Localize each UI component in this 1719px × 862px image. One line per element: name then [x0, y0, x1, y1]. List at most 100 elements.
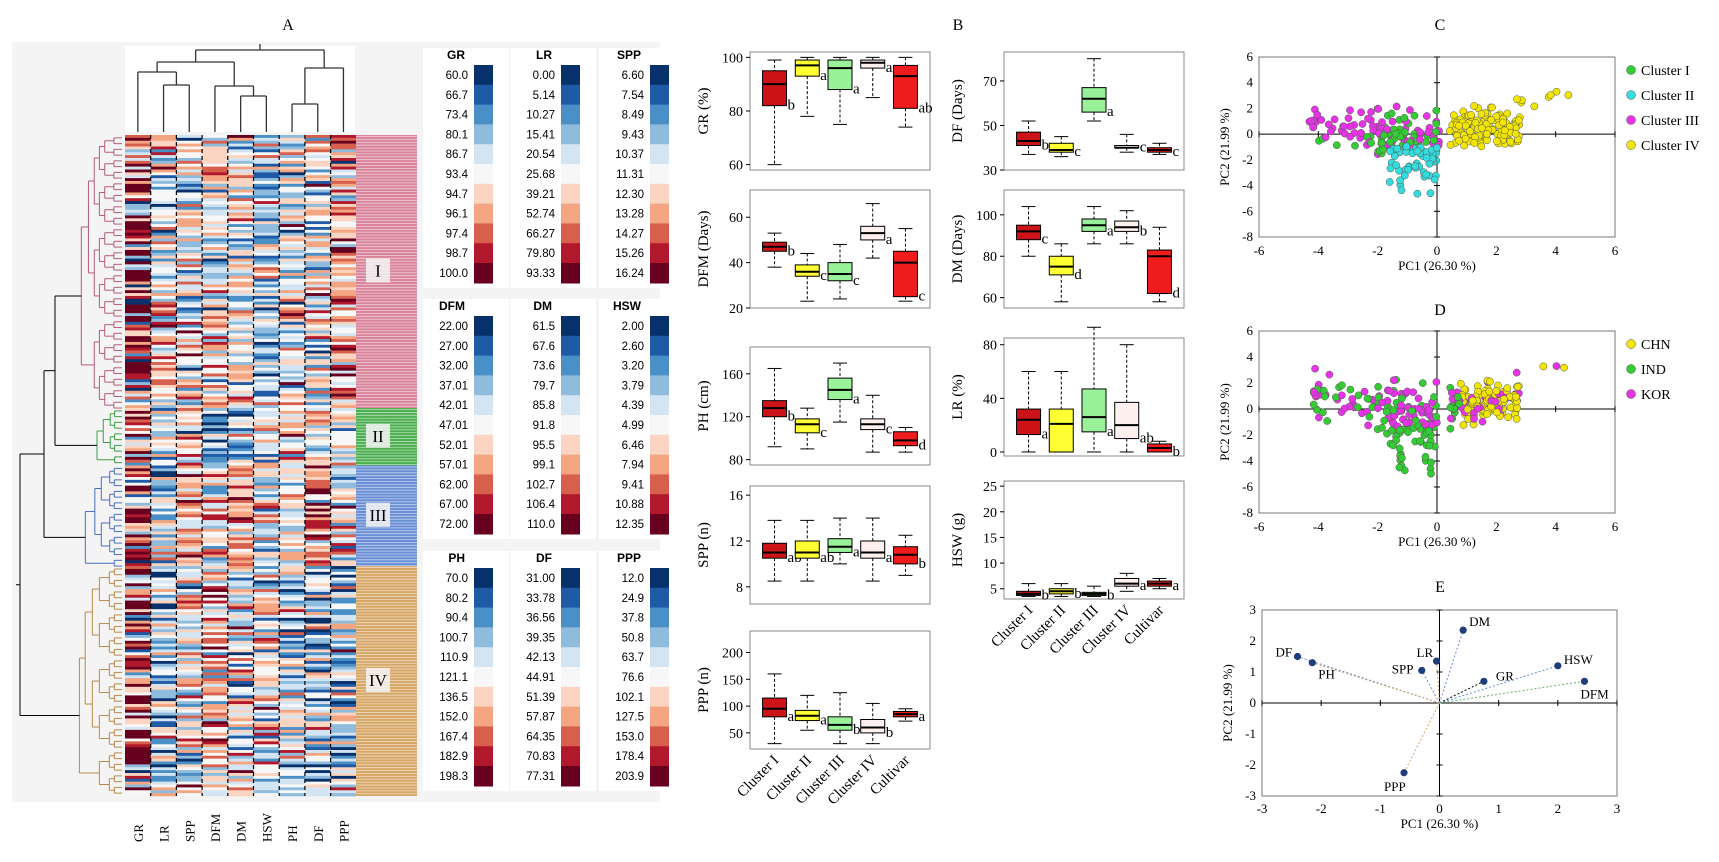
legend-value: 11.31	[616, 169, 644, 181]
heatmap-cell	[125, 341, 151, 346]
heatmap-cell	[176, 525, 203, 530]
heatmap-cell	[125, 408, 151, 412]
legend-swatch	[650, 65, 669, 86]
heatmap-cell	[202, 226, 229, 231]
heatmap-cell	[253, 382, 280, 386]
heatmap-cell	[253, 586, 280, 590]
heatmap-cell	[330, 321, 357, 325]
y-tick-label: 100	[722, 51, 743, 66]
heatmap-cell	[150, 563, 177, 567]
heatmap-cell	[304, 597, 331, 601]
heatmap-cell	[279, 321, 306, 325]
heatmap-cell	[202, 594, 229, 598]
heatmap-cell	[150, 666, 177, 670]
heatmap-cell	[202, 775, 229, 780]
heatmap-cell	[125, 571, 151, 575]
heatmap-cell	[227, 531, 254, 535]
heatmap-cell	[227, 773, 254, 777]
heatmap-cell	[253, 540, 280, 544]
heatmap-cell	[279, 557, 306, 561]
heatmap-cell	[330, 744, 357, 748]
heatmap-cell	[202, 761, 229, 765]
heatmap-cell	[304, 341, 331, 346]
heatmap-cell	[125, 721, 151, 725]
heatmap-cell	[202, 456, 229, 461]
legend-value: 15.41	[526, 129, 555, 141]
heatmap-cell	[227, 514, 254, 518]
heatmap-cell	[176, 304, 203, 308]
legend-swatch	[474, 316, 493, 337]
heatmap-cell	[227, 678, 254, 682]
heatmap-cells	[125, 135, 357, 797]
heatmap-cell	[304, 528, 331, 532]
legend-value: 67.00	[439, 499, 468, 511]
y-tick-label: 15	[983, 531, 997, 546]
heatmap-cell	[202, 382, 229, 386]
heatmap-cell	[176, 160, 203, 165]
heatmap-cell	[125, 436, 151, 440]
data-point	[1504, 413, 1513, 422]
heatmap-cell	[227, 623, 254, 627]
heatmap-cell	[227, 471, 254, 475]
heatmap-cell	[253, 517, 280, 521]
data-point	[1411, 162, 1420, 171]
data-point	[1330, 115, 1339, 124]
heatmap-cell	[304, 706, 331, 711]
heatmap-cell	[279, 186, 306, 190]
heatmap-cell	[304, 456, 331, 461]
heatmap-cell	[330, 709, 357, 713]
heatmap-cell	[176, 393, 203, 397]
data-point	[1353, 403, 1362, 412]
heatmap-cell	[330, 215, 357, 219]
data-point	[1421, 452, 1430, 461]
heatmap-cell	[202, 586, 229, 590]
y-tick-label: -4	[1242, 453, 1253, 468]
heatmap-cell	[176, 301, 203, 305]
heatmap-cell	[330, 454, 357, 458]
legend-value: 76.6	[622, 672, 644, 684]
heatmap-cell	[150, 686, 177, 690]
heatmap-cell	[330, 290, 357, 294]
heatmap-cell	[279, 643, 306, 647]
heatmap-cell	[279, 152, 306, 156]
legend-background	[510, 48, 596, 288]
heatmap-cell	[150, 517, 177, 521]
loading-vector	[1439, 665, 1558, 704]
heatmap-cell	[125, 229, 151, 234]
legend-swatch	[650, 647, 669, 668]
heatmap-cell	[279, 686, 306, 690]
loading-label: GR	[1496, 668, 1514, 683]
heatmap-cell	[330, 637, 357, 642]
data-point	[1477, 110, 1486, 118]
heatmap-cell	[227, 215, 254, 219]
heatmap-cell	[202, 155, 229, 159]
heatmap-cell	[202, 724, 229, 728]
heatmap-cell	[227, 609, 254, 613]
significance-letter: b	[1140, 223, 1148, 239]
heatmap-cell	[227, 517, 254, 521]
heatmap-cell	[330, 660, 357, 665]
heatmap-cell	[150, 157, 177, 162]
heatmap-cell	[279, 574, 306, 578]
data-point	[1395, 444, 1404, 453]
heatmap-cell	[125, 221, 151, 225]
heatmap-cell	[279, 721, 306, 725]
heatmap-cell	[253, 594, 280, 598]
heatmap-cell	[279, 341, 306, 346]
heatmap-cell	[253, 224, 280, 228]
legend-swatch	[561, 144, 580, 165]
heatmap-cell	[330, 770, 357, 774]
heatmap-cell	[304, 718, 331, 722]
heatmap-cell	[330, 729, 357, 734]
legend-value: 67.6	[533, 341, 555, 353]
heatmap-cell	[279, 669, 306, 673]
data-point	[1506, 403, 1515, 412]
heatmap-cell	[202, 568, 229, 573]
box	[1048, 142, 1074, 153]
heatmap-cell	[253, 689, 280, 693]
cluster-label: II	[372, 427, 384, 446]
heatmap-cell	[330, 373, 357, 377]
heatmap-cell	[150, 278, 177, 282]
heatmap-cell	[150, 290, 177, 294]
heatmap-cell	[227, 686, 254, 690]
